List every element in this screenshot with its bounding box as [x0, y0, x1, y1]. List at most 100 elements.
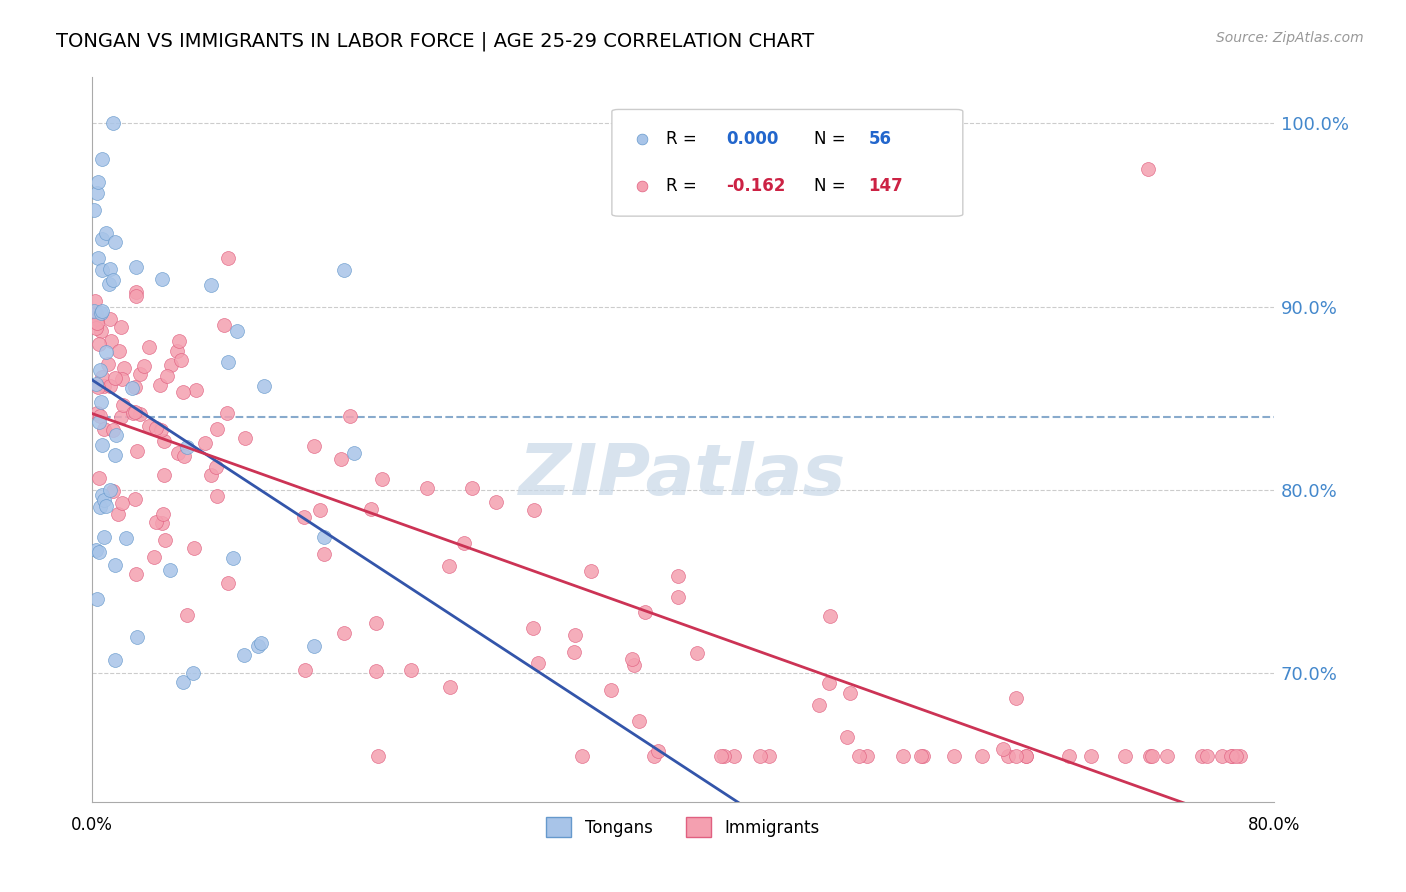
- Point: [93, 530, 115, 544]
- Point: [138, 418, 160, 433]
- Point: [124, 405, 146, 419]
- Point: [461, 482, 484, 496]
- Point: [235, 431, 257, 445]
- Point: [600, 682, 623, 697]
- Point: [149, 378, 172, 392]
- Point: [439, 680, 461, 694]
- Point: [339, 409, 361, 424]
- Point: [86, 186, 108, 200]
- Point: [623, 658, 645, 673]
- Text: 0.0%: 0.0%: [72, 816, 112, 834]
- Point: [217, 251, 239, 265]
- Point: [111, 372, 134, 386]
- Text: 147: 147: [869, 178, 903, 195]
- Point: [111, 496, 134, 510]
- Point: [89, 409, 111, 423]
- Point: [125, 289, 148, 303]
- Point: [90, 263, 112, 277]
- Point: [159, 563, 181, 577]
- Point: [453, 536, 475, 550]
- Point: [997, 748, 1019, 763]
- Point: [86, 591, 108, 606]
- Point: [91, 152, 114, 166]
- Point: [364, 665, 387, 679]
- Point: [89, 363, 111, 377]
- Legend: Tongans, Immigrants: Tongans, Immigrants: [540, 810, 827, 844]
- Point: [156, 368, 179, 383]
- Point: [93, 378, 115, 392]
- Point: [333, 263, 356, 277]
- Point: [1211, 748, 1233, 763]
- Point: [98, 483, 121, 497]
- Point: [891, 748, 914, 763]
- Point: [89, 471, 111, 485]
- Point: [87, 379, 110, 393]
- Point: [523, 502, 546, 516]
- Point: [125, 285, 148, 299]
- Point: [222, 551, 245, 566]
- Point: [167, 446, 190, 460]
- Point: [364, 616, 387, 631]
- Point: [173, 449, 195, 463]
- Point: [128, 407, 150, 421]
- Point: [90, 395, 112, 409]
- Point: [112, 398, 135, 412]
- Point: [848, 748, 870, 763]
- Point: [205, 489, 228, 503]
- Point: [176, 608, 198, 623]
- Point: [170, 353, 193, 368]
- Point: [84, 543, 107, 558]
- Point: [314, 548, 336, 562]
- Point: [1191, 748, 1213, 763]
- Point: [86, 406, 108, 420]
- Point: [713, 748, 735, 763]
- Point: [839, 685, 862, 699]
- Point: [176, 441, 198, 455]
- Point: [1114, 748, 1136, 763]
- Point: [910, 748, 932, 763]
- Point: [121, 381, 143, 395]
- Point: [86, 316, 108, 330]
- Point: [150, 272, 173, 286]
- Point: [100, 312, 122, 326]
- Point: [112, 360, 135, 375]
- Text: 0.000: 0.000: [727, 130, 779, 148]
- Point: [103, 423, 125, 437]
- Point: [153, 468, 176, 483]
- Point: [110, 319, 132, 334]
- Text: 80.0%: 80.0%: [1247, 816, 1301, 834]
- Point: [110, 409, 132, 424]
- Point: [200, 277, 222, 292]
- Point: [153, 533, 176, 547]
- Point: [84, 294, 107, 309]
- Point: [1004, 691, 1026, 706]
- Point: [1140, 748, 1163, 763]
- Point: [367, 748, 389, 763]
- Point: [217, 576, 239, 591]
- Point: [90, 306, 112, 320]
- FancyBboxPatch shape: [612, 110, 963, 216]
- Point: [172, 675, 194, 690]
- Point: [723, 748, 745, 763]
- Point: [631, 179, 654, 194]
- Point: [150, 516, 173, 531]
- Point: [89, 500, 111, 515]
- Point: [226, 324, 249, 338]
- Point: [200, 467, 222, 482]
- Point: [125, 260, 148, 274]
- Point: [90, 369, 112, 384]
- Point: [104, 371, 127, 385]
- Point: [1220, 748, 1243, 763]
- Point: [103, 483, 125, 498]
- Point: [124, 380, 146, 394]
- Point: [145, 515, 167, 529]
- Point: [127, 630, 149, 644]
- Point: [86, 311, 108, 326]
- Text: 56: 56: [869, 130, 891, 148]
- Point: [98, 378, 121, 392]
- Point: [1220, 748, 1243, 763]
- Point: [647, 744, 669, 758]
- Point: [571, 748, 593, 763]
- Point: [634, 606, 657, 620]
- Point: [308, 503, 330, 517]
